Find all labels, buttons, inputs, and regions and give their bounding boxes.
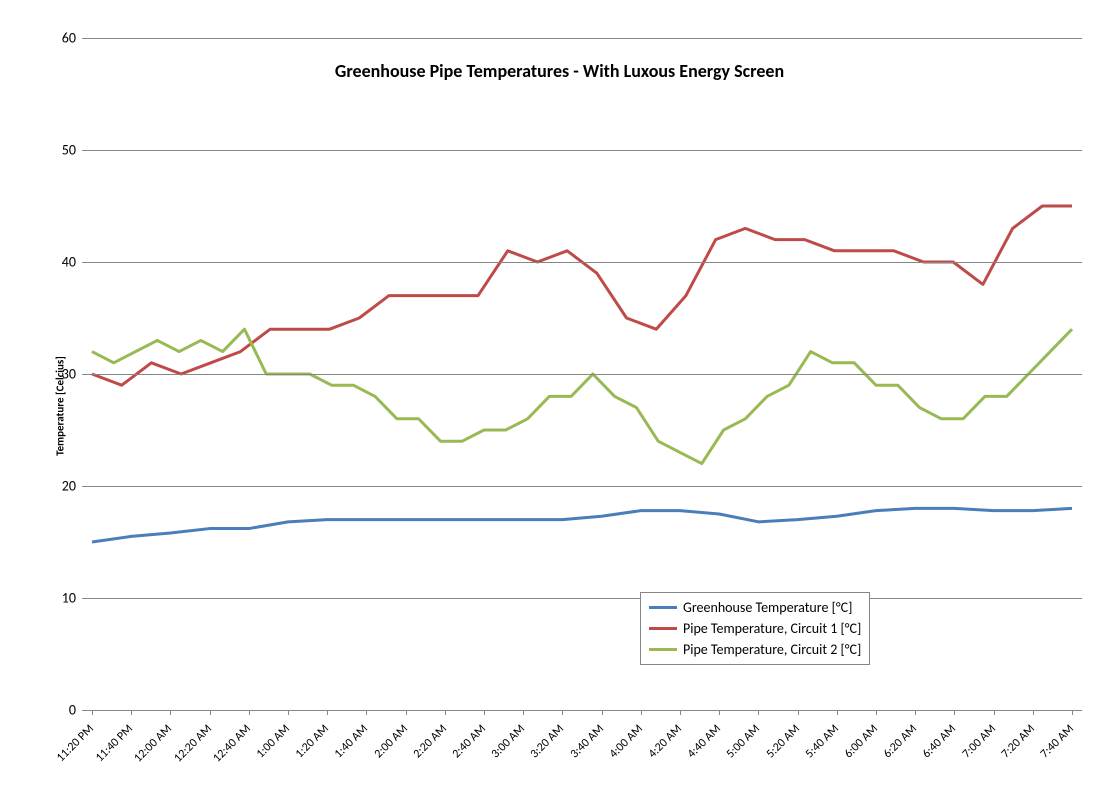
y-tick-label: 60 [50,30,76,47]
legend-item: Pipe Temperature, Circuit 2 [°C] [649,639,861,660]
x-tick-mark [719,710,720,715]
x-tick-mark [170,710,171,715]
x-tick-mark [994,710,995,715]
gridline [82,150,1082,151]
y-tick-mark [82,374,87,375]
y-tick-label: 40 [50,254,76,271]
x-tick-mark [445,710,446,715]
gridline [82,38,1082,39]
x-tick-mark [1033,710,1034,715]
y-tick-mark [82,710,87,711]
y-tick-mark [82,38,87,39]
x-tick-mark [837,710,838,715]
y-tick-label: 0 [50,702,76,719]
legend-label: Pipe Temperature, Circuit 1 [°C] [683,620,861,637]
x-tick-mark [641,710,642,715]
gridline [82,262,1082,263]
series-line [92,329,1072,463]
x-tick-mark [876,710,877,715]
legend-item: Pipe Temperature, Circuit 1 [°C] [649,618,861,639]
gridline [82,486,1082,487]
x-tick-mark [915,710,916,715]
y-tick-mark [82,262,87,263]
y-tick-label: 10 [50,590,76,607]
legend-item: Greenhouse Temperature [°C] [649,597,861,618]
x-tick-mark [602,710,603,715]
y-tick-mark [82,150,87,151]
x-tick-mark [954,710,955,715]
legend-swatch [649,648,677,651]
x-tick-mark [327,710,328,715]
plot-area: 0102030405060 [82,38,1082,711]
legend-label: Pipe Temperature, Circuit 2 [°C] [683,641,861,658]
legend: Greenhouse Temperature [°C] Pipe Temperat… [640,592,870,665]
gridline [82,374,1082,375]
y-tick-mark [82,598,87,599]
legend-swatch [649,606,677,609]
x-tick-mark [131,710,132,715]
x-tick-mark [562,710,563,715]
x-tick-mark [406,710,407,715]
series-line [92,206,1072,385]
legend-swatch [649,627,677,630]
y-tick-mark [82,486,87,487]
y-tick-label: 30 [50,366,76,383]
series-line [92,508,1072,542]
chart-container: Greenhouse Pipe Temperatures - With Luxo… [20,20,1099,791]
x-tick-mark [758,710,759,715]
x-tick-mark [210,710,211,715]
x-tick-mark [484,710,485,715]
x-tick-mark [1072,710,1073,715]
x-tick-mark [680,710,681,715]
gridline [82,598,1082,599]
x-tick-mark [798,710,799,715]
x-tick-mark [92,710,93,715]
y-tick-label: 20 [50,478,76,495]
x-tick-mark [523,710,524,715]
x-tick-mark [366,710,367,715]
x-tick-mark [288,710,289,715]
y-tick-label: 50 [50,142,76,159]
x-tick-mark [249,710,250,715]
legend-label: Greenhouse Temperature [°C] [683,599,852,616]
